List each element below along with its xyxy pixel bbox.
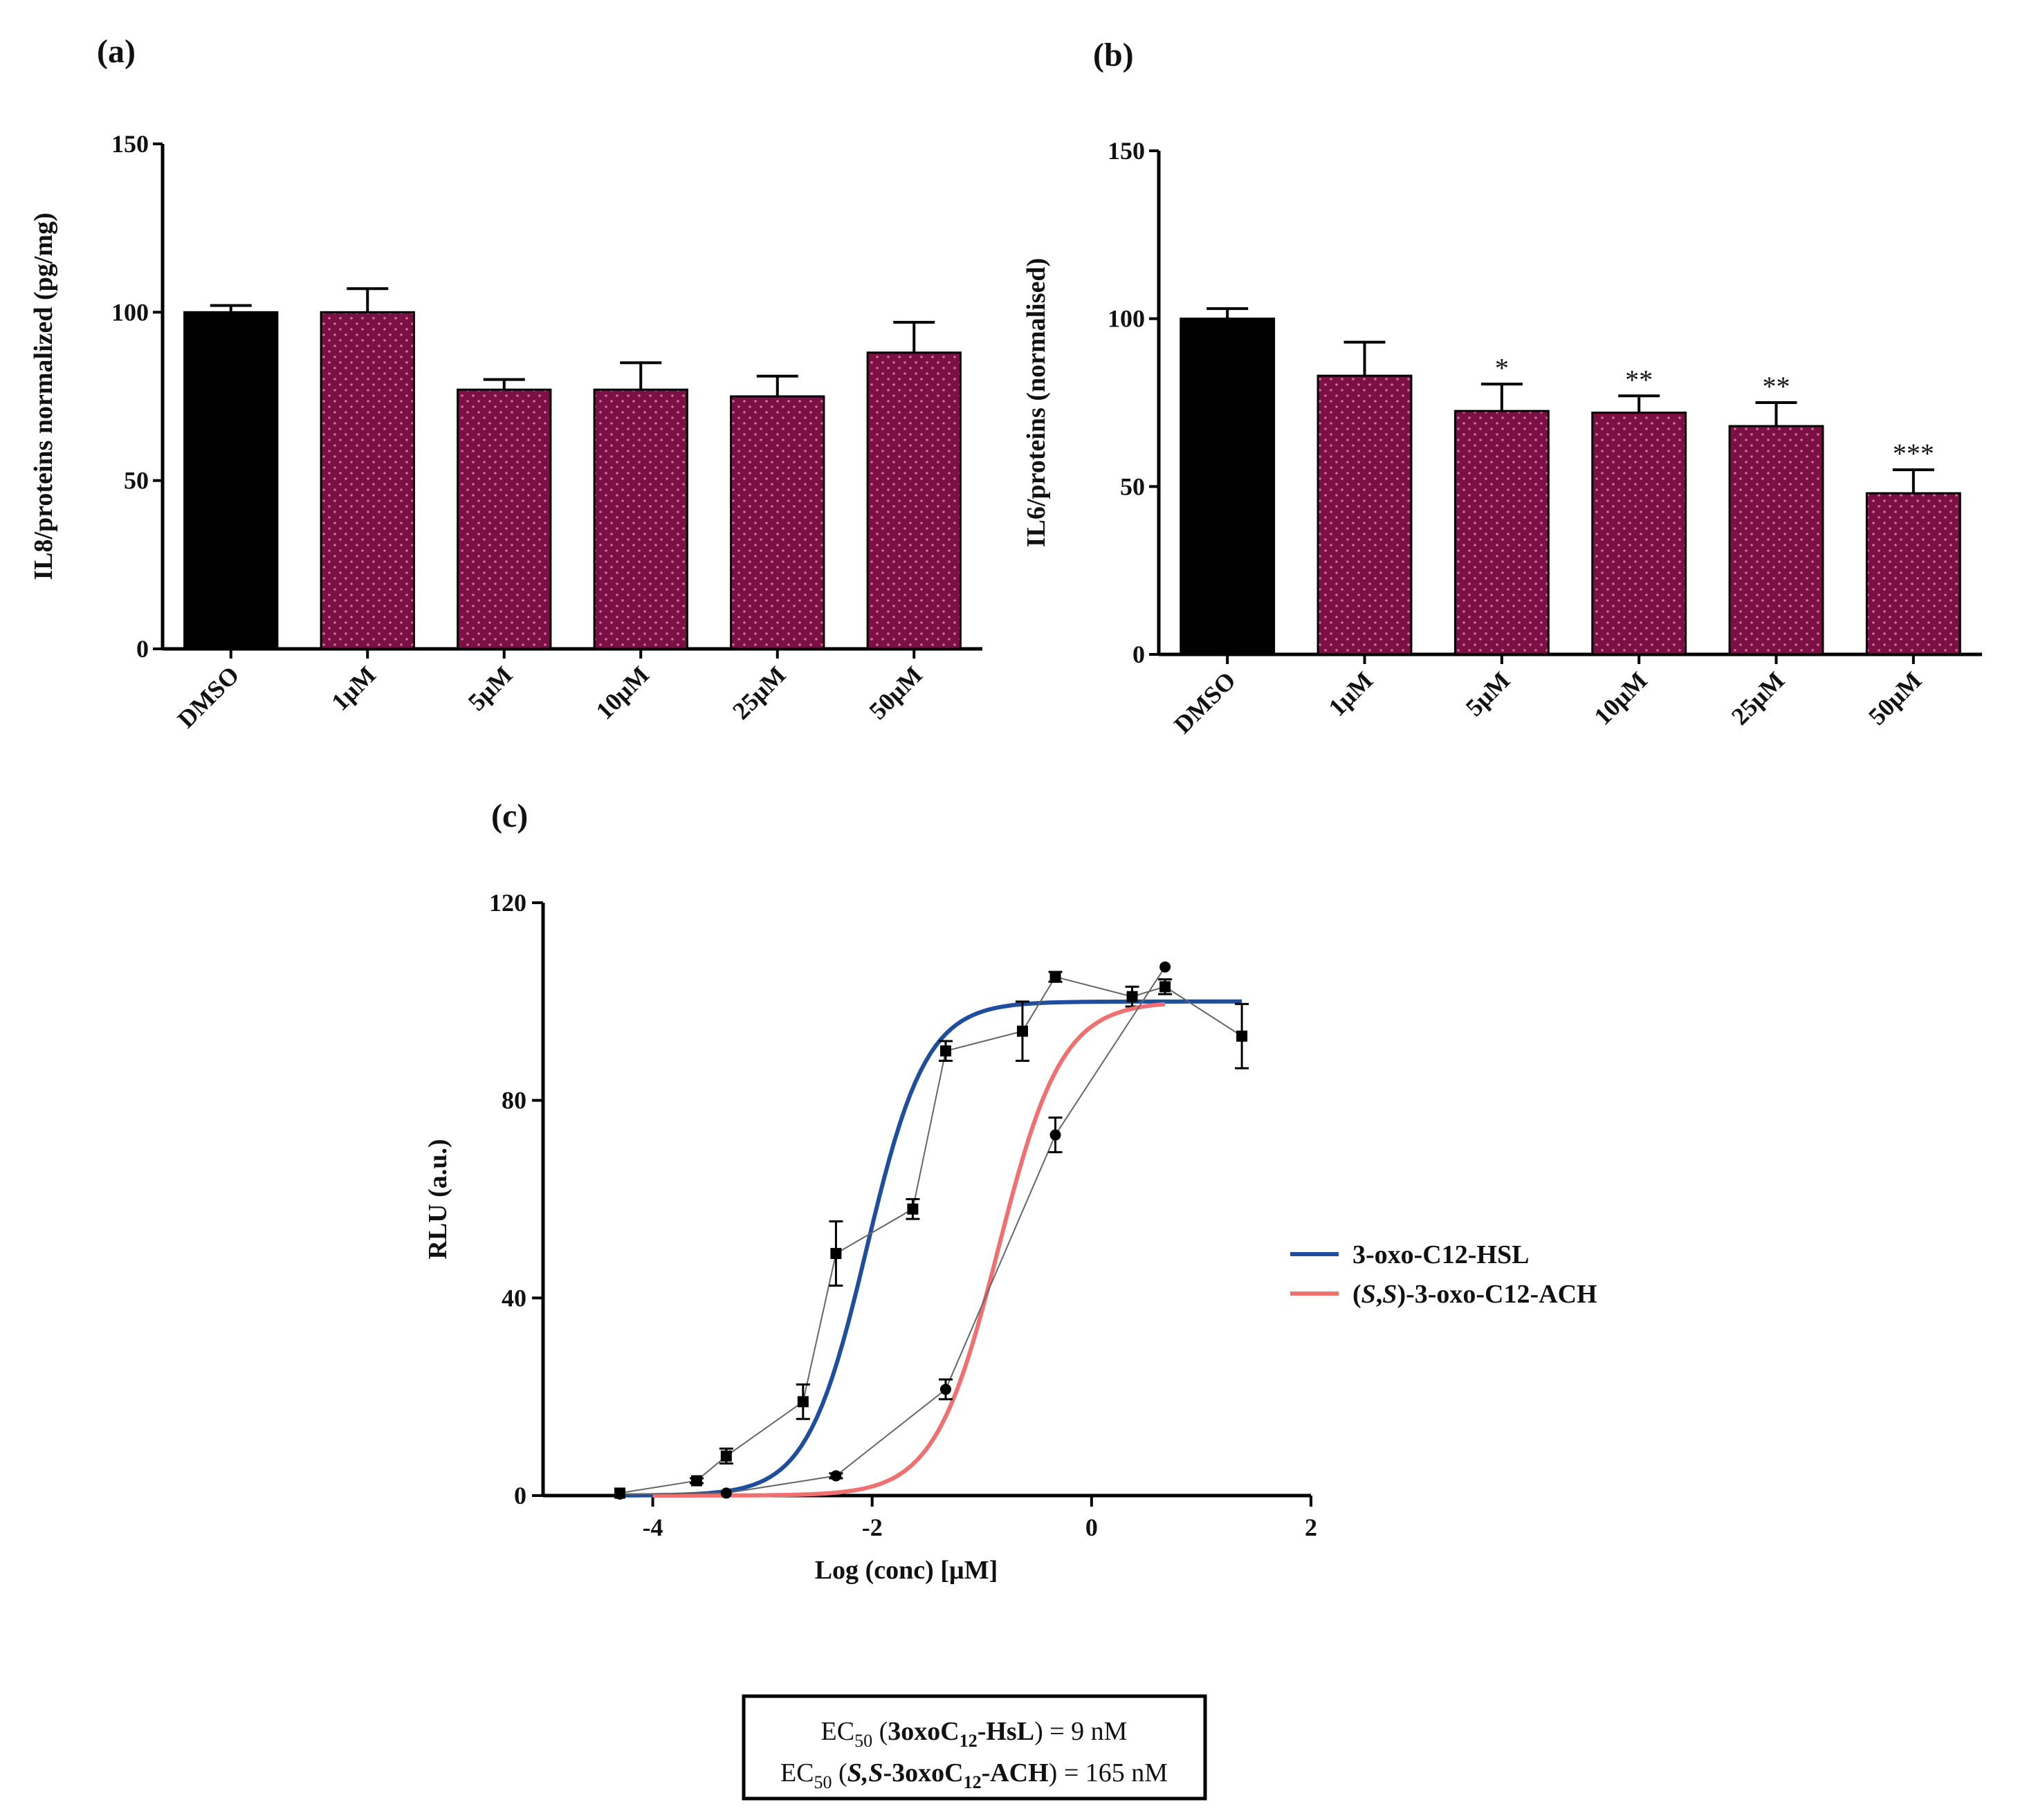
bar-0 xyxy=(1180,318,1276,656)
y-tick-label: 150 xyxy=(111,130,149,158)
bar-5 xyxy=(1865,492,1961,656)
bar-5 xyxy=(866,351,962,650)
significance-marker-3: ** xyxy=(1625,364,1653,395)
data-point-0-7 xyxy=(1016,1025,1028,1037)
data-point-0-6 xyxy=(939,1045,951,1057)
bar-0 xyxy=(183,311,279,650)
bar-2 xyxy=(1453,410,1550,656)
category-label-2: 5µM xyxy=(1460,666,1516,721)
category-label-5: 50µM xyxy=(863,661,927,724)
category-label-2: 5µM xyxy=(463,661,518,716)
data-point-1-2 xyxy=(830,1470,842,1482)
bar-1 xyxy=(1317,374,1413,656)
category-label-1: 1µM xyxy=(1323,666,1378,721)
bar-2 xyxy=(457,388,552,650)
legend-label-1: (S,S)-3-oxo-C12-ACH xyxy=(1352,1280,1597,1309)
y-axis-title: RLU (a.u.) xyxy=(423,1139,452,1259)
y-tick-label: 0 xyxy=(136,635,149,663)
significance-marker-5: *** xyxy=(1893,438,1934,469)
data-point-0-3 xyxy=(797,1396,809,1408)
y-axis-title: IL6/proteins (normalised) xyxy=(1022,258,1051,547)
data-point-1-0 xyxy=(614,1488,625,1500)
panel-a-label: (a) xyxy=(97,33,136,70)
data-point-0-1 xyxy=(691,1475,702,1487)
ec50-line-hsl: EC50 (3oxoC12-HsL) = 9 nM xyxy=(821,1717,1128,1751)
legend-label-part: ( xyxy=(1352,1280,1361,1309)
category-label-1: 1µM xyxy=(326,661,381,716)
legend-label-part: S xyxy=(1382,1280,1397,1309)
x-tick-label: 2 xyxy=(1305,1514,1317,1541)
data-point-1-1 xyxy=(720,1487,732,1499)
data-point-1-5 xyxy=(1159,961,1171,973)
fit-curve-1 xyxy=(652,1002,1166,1498)
bar-4 xyxy=(1728,425,1824,656)
bar-4 xyxy=(730,395,825,650)
category-label-3: 10µM xyxy=(1588,666,1652,730)
legend-label-0: 3-oxo-C12-HSL xyxy=(1352,1240,1529,1269)
category-label-4: 25µM xyxy=(1726,666,1790,730)
y-tick-label: 0 xyxy=(1132,641,1145,668)
y-axis-title: IL8/proteins normalized (pg/mg) xyxy=(29,212,58,580)
legend-label-part: , xyxy=(1376,1280,1383,1309)
category-label-0: DMSO xyxy=(172,661,245,733)
panel-b-label: (b) xyxy=(1093,37,1134,73)
bar-3 xyxy=(1591,412,1687,656)
y-tick-label: 100 xyxy=(1108,305,1145,333)
y-tick-label: 50 xyxy=(1120,472,1145,500)
legend-label-part: )-3-oxo-C12-ACH xyxy=(1397,1280,1597,1309)
data-point-0-4 xyxy=(830,1248,842,1260)
bar-1 xyxy=(320,311,415,650)
data-point-1-3 xyxy=(939,1384,951,1395)
data-point-0-11 xyxy=(1236,1030,1248,1042)
data-point-0-5 xyxy=(907,1203,919,1215)
y-tick-label: 40 xyxy=(502,1284,526,1312)
panel-c-label: (c) xyxy=(491,798,528,834)
y-tick-label: 120 xyxy=(489,889,526,917)
x-tick-label: -2 xyxy=(862,1514,883,1541)
x-tick-label: -4 xyxy=(643,1514,663,1541)
data-point-0-10 xyxy=(1159,981,1171,993)
panel-c-dose-response-chart: (c) 0 40 80 120 -4 -2 0 2 Log (conc) [µM] RLU (a.… xyxy=(423,798,1597,1585)
legend: 3-oxo-C12-HSL(S,S)-3-oxo-C12-ACH xyxy=(1290,1240,1597,1309)
y-tick-label: 150 xyxy=(1108,137,1145,165)
y-tick-label: 50 xyxy=(124,467,149,495)
data-point-0-2 xyxy=(720,1450,732,1462)
category-label-0: DMSO xyxy=(1168,666,1241,739)
data-connector-1 xyxy=(619,966,1166,1495)
fit-curve-0 xyxy=(620,999,1242,1498)
ec50-box-border xyxy=(742,1694,1207,1801)
category-label-4: 25µM xyxy=(727,661,791,724)
significance-marker-2: * xyxy=(1495,352,1509,383)
data-point-1-4 xyxy=(1049,1129,1061,1141)
panel-a-bar-chart: (a) 0 50 100 150 IL8/proteins normalized (pg… xyxy=(29,33,982,733)
ec50-summary-box: EC50 (3oxoC12-HsL) = 9 nM EC50 (S,S-3oxo… xyxy=(742,1694,1207,1801)
x-tick-label: 0 xyxy=(1085,1514,1098,1541)
y-tick-label: 80 xyxy=(502,1087,526,1114)
category-label-5: 50µM xyxy=(1863,666,1927,730)
category-label-3: 10µM xyxy=(590,661,654,724)
data-point-0-8 xyxy=(1049,971,1061,983)
data-point-0-9 xyxy=(1126,991,1138,1002)
x-axis-title: Log (conc) [µM] xyxy=(815,1556,998,1585)
y-tick-label: 0 xyxy=(514,1482,526,1509)
panel-b-bar-chart: (b) 0 50 100 150 IL6/proteins (normalised) DM… xyxy=(1022,37,1982,739)
y-tick-label: 100 xyxy=(111,298,149,326)
ec50-line-ach: EC50 (S,S-3oxoC12-ACH) = 165 nM xyxy=(780,1758,1168,1792)
bar-3 xyxy=(593,388,688,650)
significance-marker-4: ** xyxy=(1763,371,1790,402)
legend-label-part: S xyxy=(1361,1280,1376,1309)
